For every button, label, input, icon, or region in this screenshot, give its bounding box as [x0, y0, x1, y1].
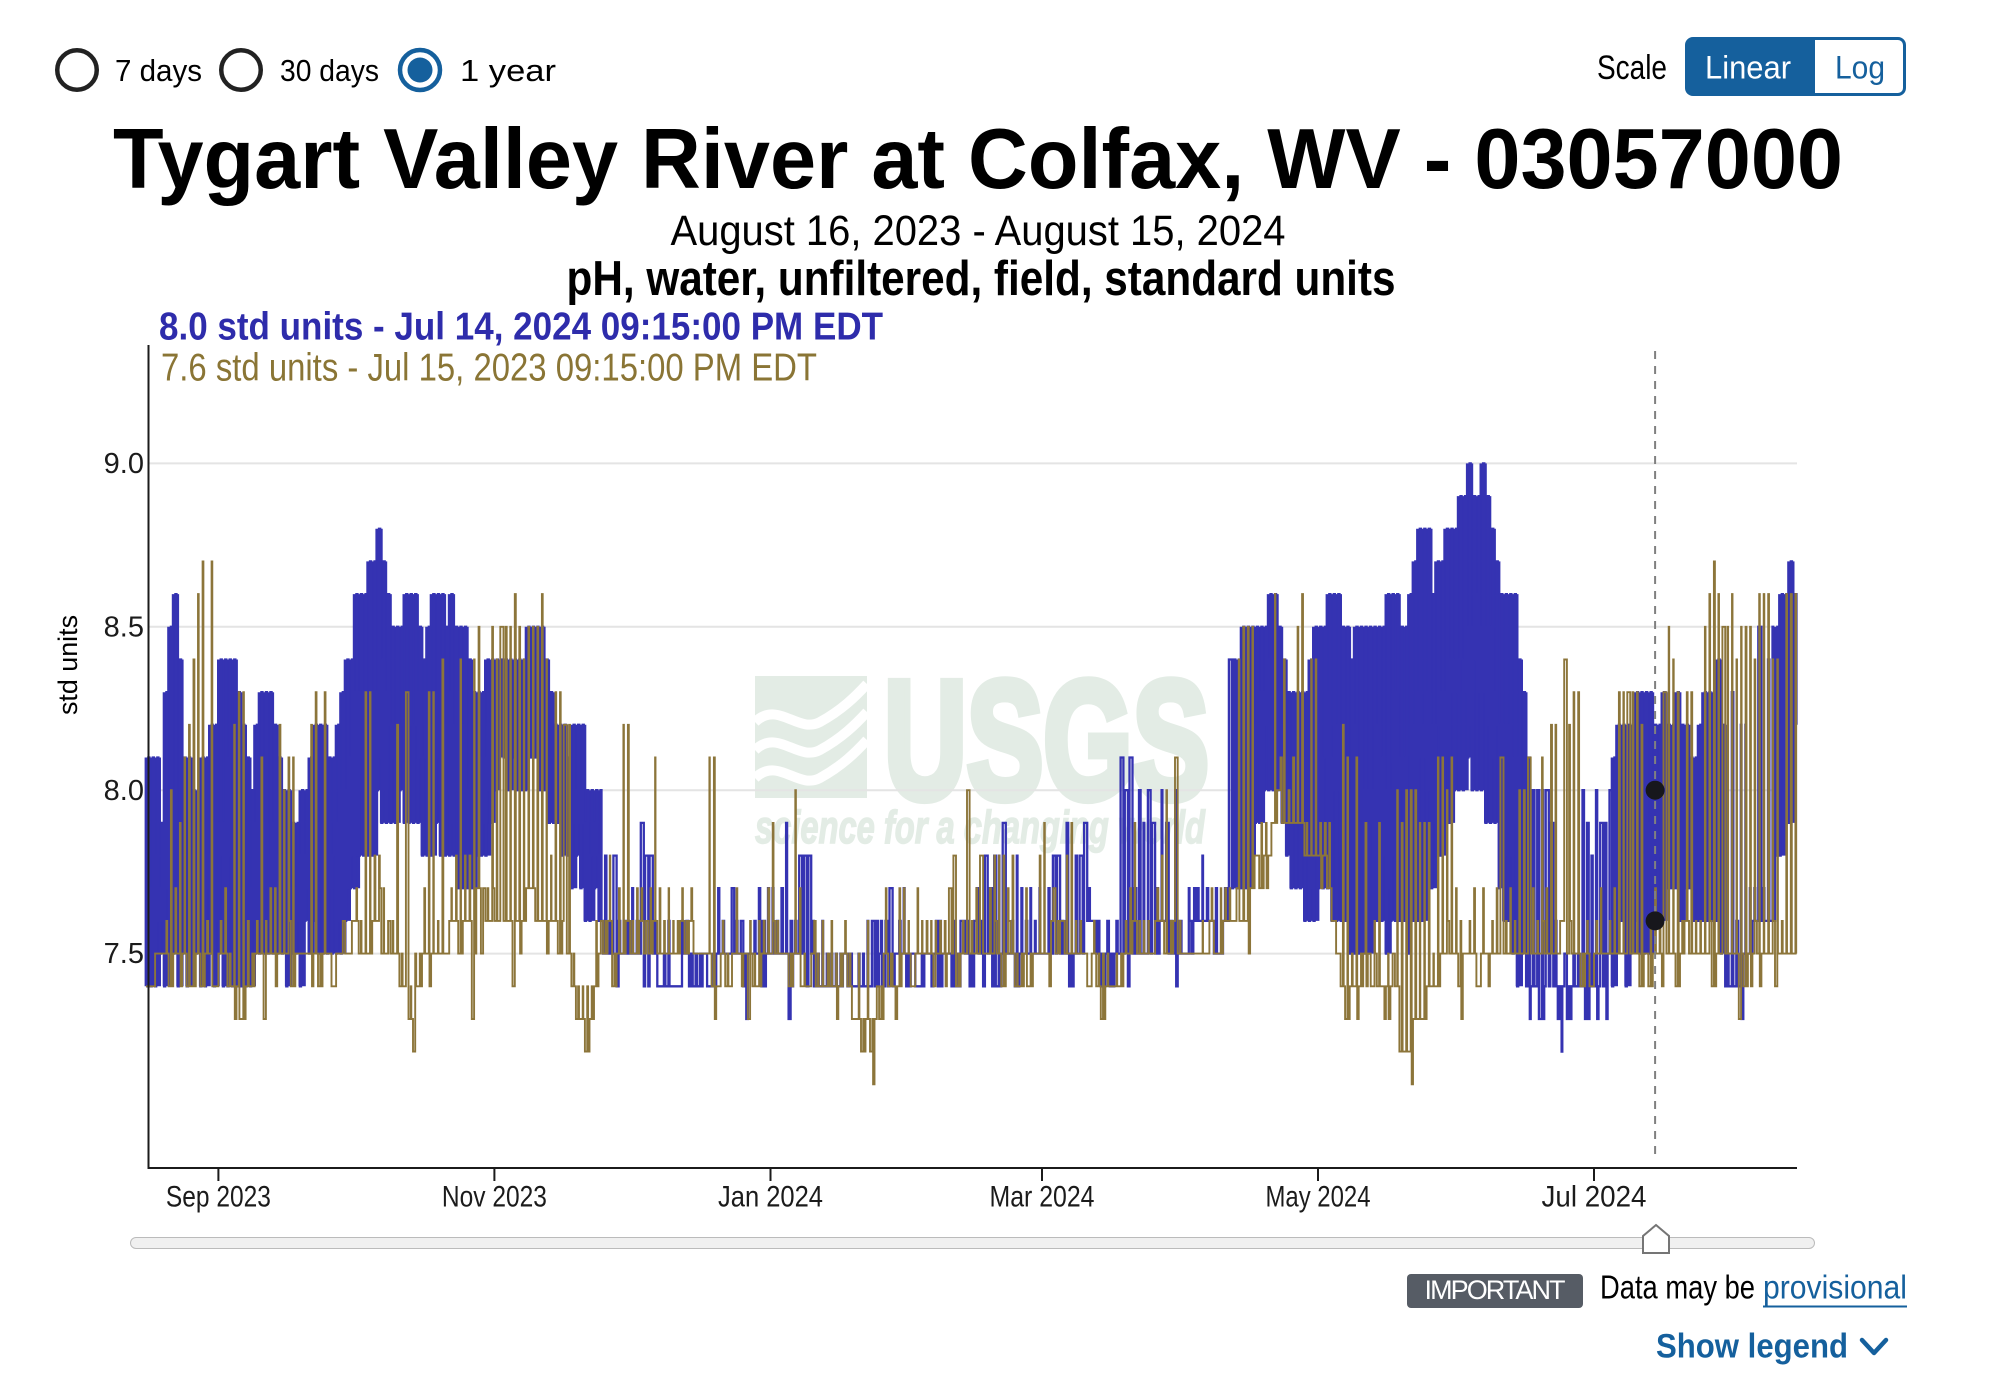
svg-text:8.0 std units - Jul 14, 2024 0: 8.0 std units - Jul 14, 2024 09:15:00 PM…: [159, 306, 883, 349]
svg-text:Scale: Scale: [1597, 49, 1667, 87]
svg-text:USGS: USGS: [884, 646, 1209, 834]
svg-text:Show legend: Show legend: [1656, 1328, 1848, 1366]
svg-text:Log: Log: [1835, 50, 1885, 86]
svg-text:9.0: 9.0: [104, 448, 144, 480]
svg-text:7 days: 7 days: [115, 53, 202, 88]
svg-text:30 days: 30 days: [280, 53, 379, 88]
svg-text:pH, water, unfiltered, field,: pH, water, unfiltered, field, standard u…: [567, 252, 1396, 306]
svg-text:Sep 2023: Sep 2023: [166, 1181, 271, 1214]
svg-text:Tygart Valley River at Colfax,: Tygart Valley River at Colfax, WV - 0305…: [113, 112, 1843, 207]
svg-text:provisional: provisional: [1763, 1269, 1907, 1306]
svg-text:Linear: Linear: [1705, 50, 1791, 86]
svg-text:Nov 2023: Nov 2023: [442, 1181, 547, 1214]
svg-text:7.5: 7.5: [104, 938, 144, 970]
svg-text:Jul 2024: Jul 2024: [1542, 1181, 1647, 1214]
svg-text:7.6 std units - Jul 15, 2023 0: 7.6 std units - Jul 15, 2023 09:15:00 PM…: [161, 347, 817, 390]
svg-text:Jan 2024: Jan 2024: [718, 1181, 823, 1214]
svg-text:Data may be: Data may be: [1600, 1269, 1755, 1306]
svg-text:Mar 2024: Mar 2024: [990, 1181, 1095, 1214]
svg-text:std units: std units: [53, 615, 83, 715]
svg-text:1 year: 1 year: [460, 53, 556, 88]
svg-text:8.0: 8.0: [104, 775, 144, 807]
svg-text:IMPORTANT: IMPORTANT: [1425, 1275, 1566, 1305]
svg-text:August 16, 2023 - August 15, 2: August 16, 2023 - August 15, 2024: [671, 207, 1286, 255]
svg-text:8.5: 8.5: [104, 611, 144, 643]
svg-text:May 2024: May 2024: [1266, 1181, 1371, 1214]
